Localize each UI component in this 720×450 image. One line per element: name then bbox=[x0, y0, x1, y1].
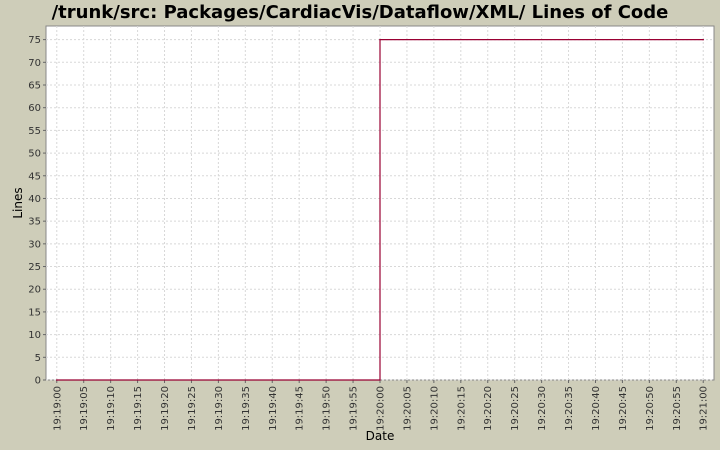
x-tick-label: 19:19:05 bbox=[79, 386, 90, 431]
x-tick-label: 19:20:50 bbox=[645, 386, 656, 431]
x-tick-label: 19:20:00 bbox=[376, 386, 387, 431]
y-tick-label: 0 bbox=[35, 376, 41, 387]
x-tick-label: 19:19:00 bbox=[52, 386, 63, 431]
x-tick-label: 19:20:25 bbox=[510, 386, 521, 431]
x-tick-label: 19:20:10 bbox=[429, 386, 440, 431]
data-point bbox=[379, 38, 381, 41]
x-tick-label: 19:20:55 bbox=[672, 386, 683, 431]
y-tick-label: 60 bbox=[28, 103, 41, 114]
x-tick-label: 19:20:35 bbox=[564, 386, 575, 431]
y-tick-label: 15 bbox=[28, 307, 41, 318]
x-tick-label: 19:20:30 bbox=[537, 386, 548, 431]
y-tick-label: 35 bbox=[28, 217, 41, 228]
y-tick-label: 5 bbox=[35, 353, 41, 364]
x-tick-label: 19:19:25 bbox=[187, 386, 198, 431]
y-tick-label: 30 bbox=[28, 239, 41, 250]
x-axis-label: Date bbox=[366, 429, 395, 443]
x-tick-label: 19:20:20 bbox=[483, 386, 494, 431]
x-tick-label: 19:20:40 bbox=[591, 386, 602, 431]
y-tick-label: 10 bbox=[28, 330, 41, 341]
x-tick-label: 19:19:30 bbox=[214, 386, 225, 431]
x-tick-label: 19:19:20 bbox=[160, 386, 171, 431]
x-tick-label: 19:19:45 bbox=[295, 386, 306, 431]
data-point bbox=[702, 38, 705, 41]
y-tick-label: 65 bbox=[28, 81, 41, 92]
x-tick-label: 19:20:45 bbox=[618, 386, 629, 431]
x-tick-label: 19:19:50 bbox=[322, 386, 333, 431]
y-tick-label: 20 bbox=[28, 285, 41, 296]
y-tick-label: 40 bbox=[28, 194, 41, 205]
y-tick-label: 75 bbox=[28, 35, 41, 46]
x-tick-label: 19:21:00 bbox=[699, 386, 710, 431]
series-layer bbox=[55, 38, 705, 381]
x-axis: 19:19:00 19:19:05 19:19:10 19:19:15 19:19:20… bbox=[52, 380, 710, 431]
data-point bbox=[55, 379, 58, 381]
y-axis: 0 5 10 15 20 25 30 35 40 45 50 55 60 65 70 75 bbox=[28, 35, 46, 387]
y-tick-label: 50 bbox=[28, 149, 41, 160]
x-tick-label: 19:19:35 bbox=[241, 386, 252, 431]
y-tick-label: 55 bbox=[28, 126, 41, 137]
x-tick-label: 19:19:40 bbox=[268, 386, 279, 431]
y-tick-label: 70 bbox=[28, 58, 41, 69]
chart-title: /trunk/src: Packages/CardiacVis/Dataflow… bbox=[51, 2, 669, 23]
x-tick-label: 19:19:55 bbox=[349, 386, 360, 431]
x-tick-label: 19:20:15 bbox=[456, 386, 467, 431]
y-tick-label: 45 bbox=[28, 171, 41, 182]
y-axis-label: Lines bbox=[11, 187, 25, 218]
series-line bbox=[56, 39, 704, 381]
y-tick-label: 25 bbox=[28, 262, 41, 273]
x-tick-label: 19:19:10 bbox=[106, 386, 117, 431]
x-tick-label: 19:20:05 bbox=[402, 386, 413, 431]
x-tick-label: 19:19:15 bbox=[133, 386, 144, 431]
